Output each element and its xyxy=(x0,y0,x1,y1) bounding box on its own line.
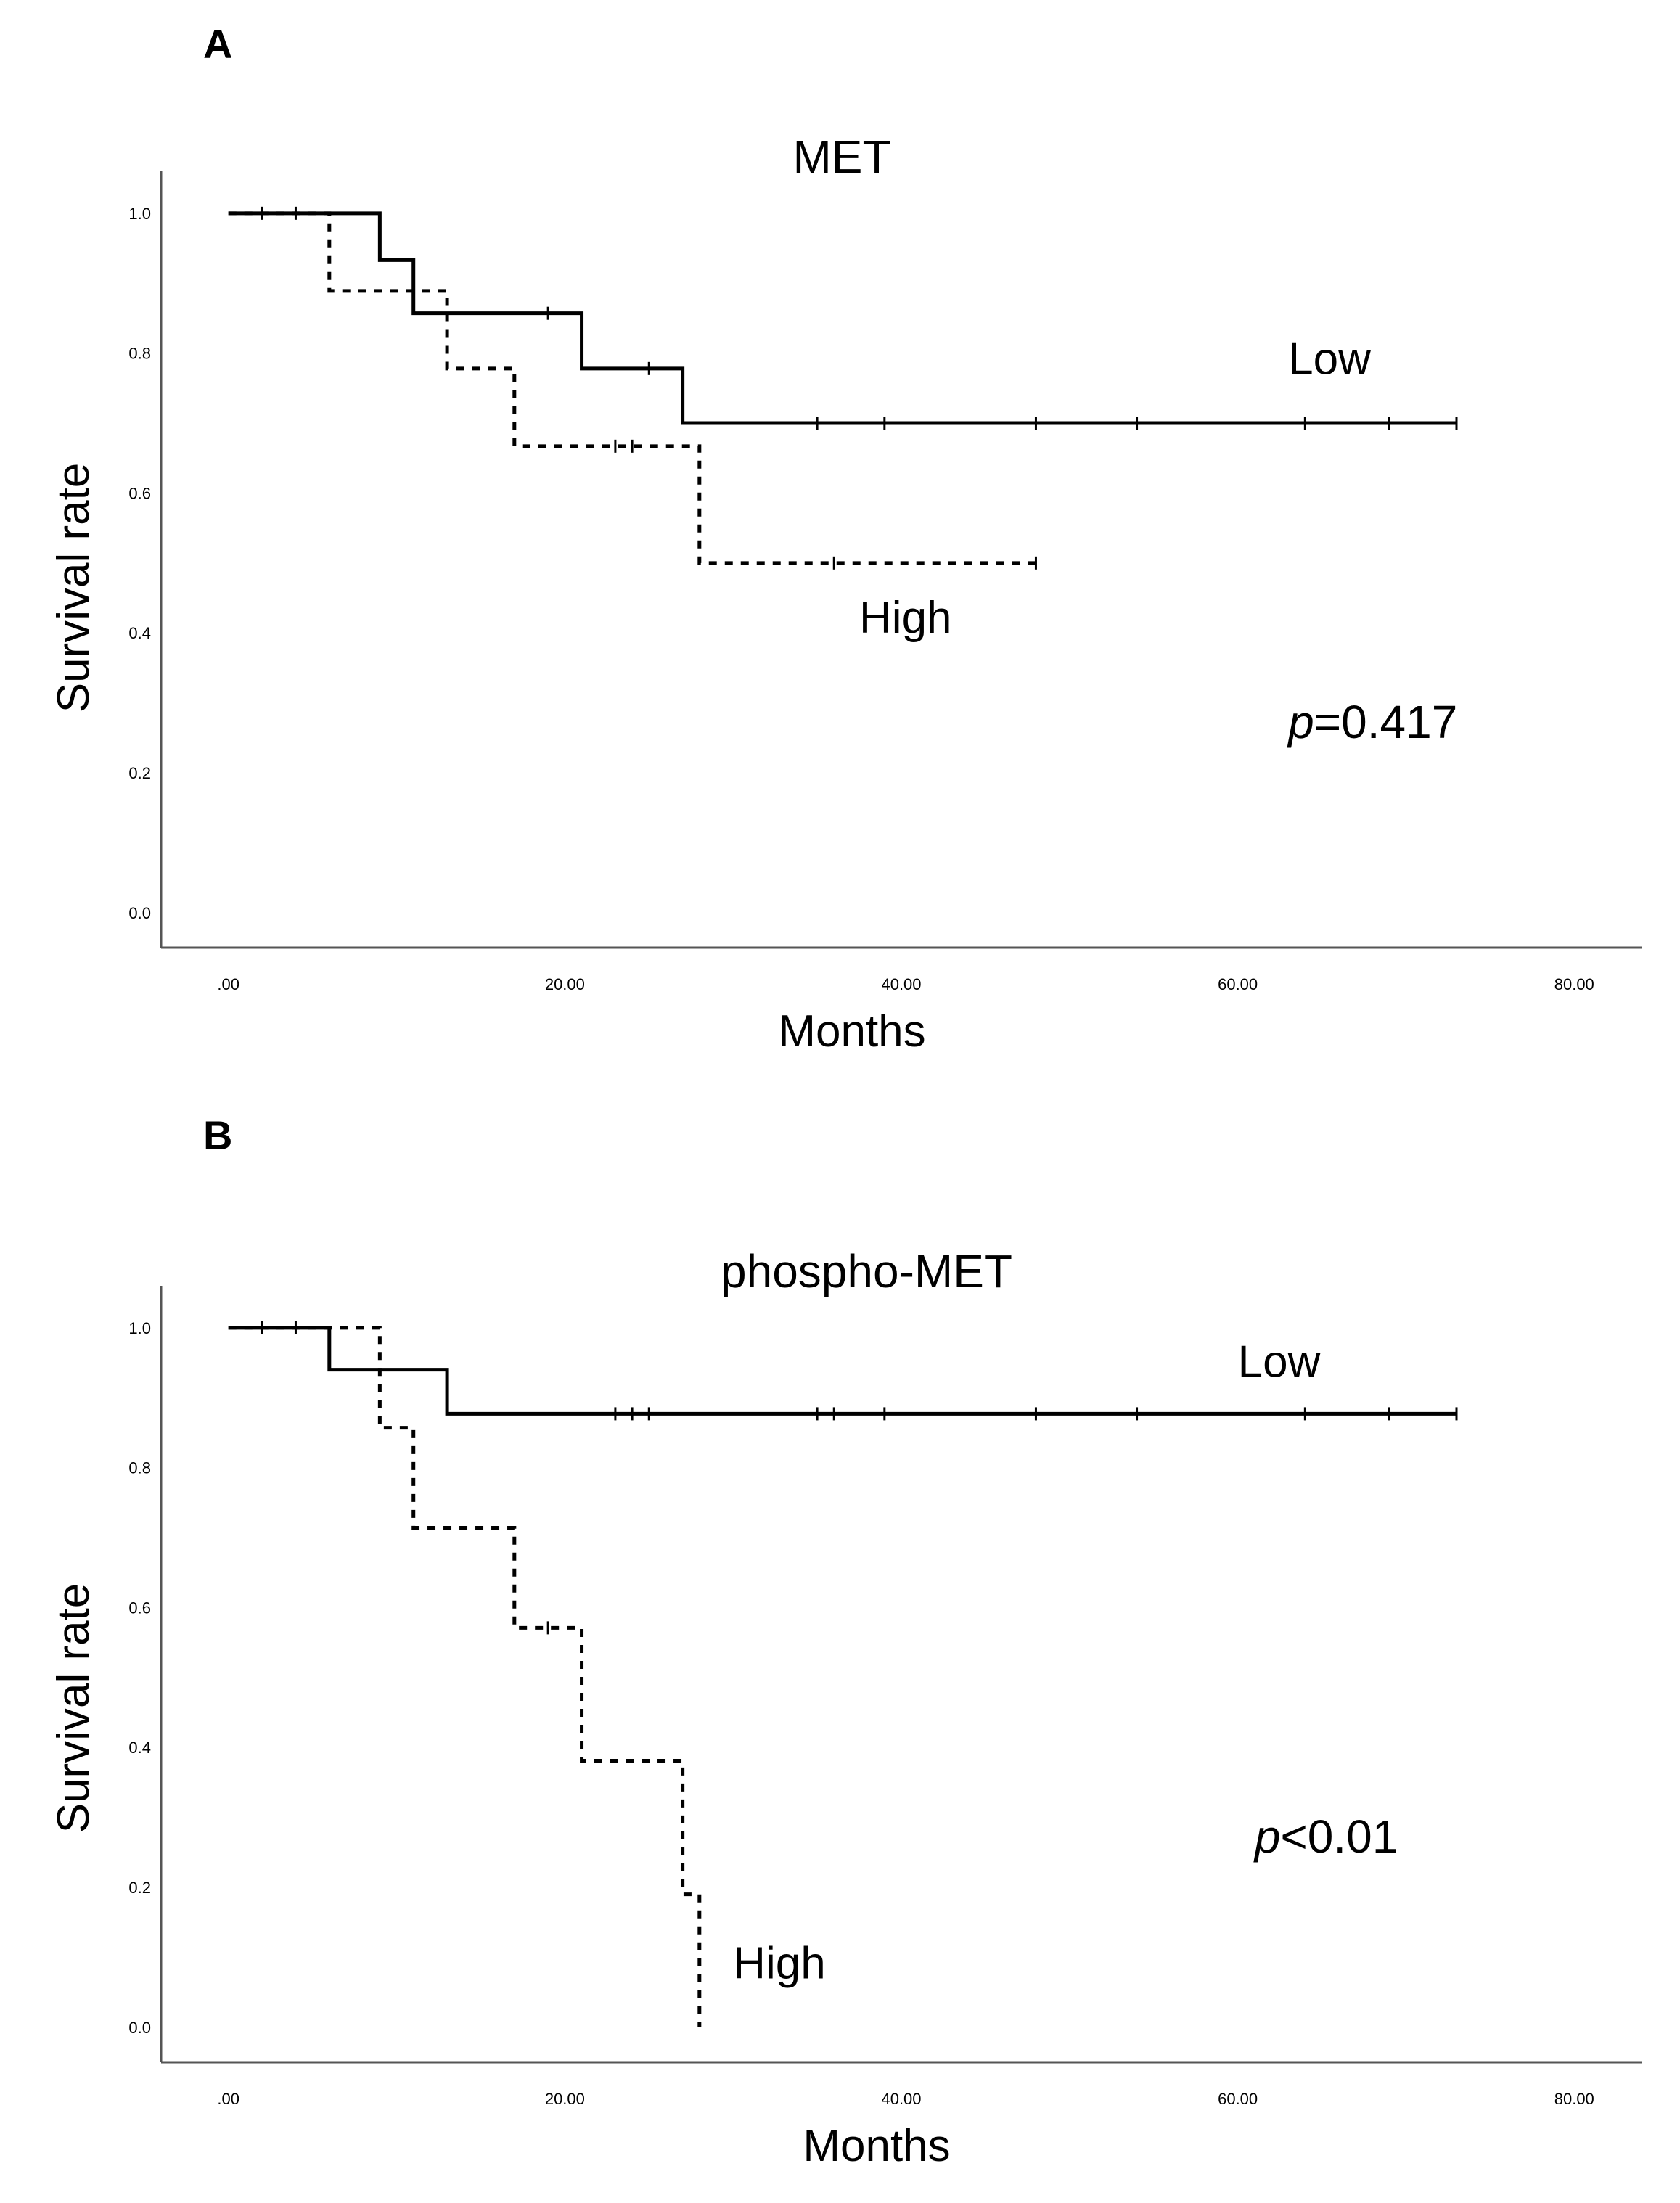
panel-b-ticks: 0.0 0.2 0.4 0.6 0.8 1.0 .00 20.00 40.00 60.00 80.0… xyxy=(128,1286,1642,2108)
panel-a-low-label: Low xyxy=(1288,335,1371,385)
panel-a-title: MET xyxy=(792,131,890,183)
panel-a-y-tick-label: 1.0 xyxy=(128,205,151,223)
panel-a-x-axis-label: Months xyxy=(778,1006,925,1057)
panel-a-p-text: =0.417 xyxy=(1314,696,1458,748)
panel-b-title: phospho-MET xyxy=(721,1245,1012,1297)
panel-b-x-tick-label: 40.00 xyxy=(881,2090,921,2108)
panel-a-high-label: High xyxy=(859,593,952,643)
panel-b-low-label: Low xyxy=(1238,1337,1321,1387)
panel-b-x-tick-label: 20.00 xyxy=(545,2090,585,2108)
panel-a-ticks: 0.0 0.2 0.4 0.6 0.8 1.0 .00 20.00 40.00 60.00 80.0… xyxy=(128,171,1642,993)
panel-b-x-tick-label: .00 xyxy=(217,2090,239,2108)
panel-a: A MET Survival rate Months p=0.417 Low H… xyxy=(49,21,1642,1057)
panel-a-y-axis-label: Survival rate xyxy=(49,463,99,713)
panel-a-x-tick-label: 60.00 xyxy=(1218,975,1258,993)
panel-a-x-tick-label: .00 xyxy=(217,975,239,993)
panel-b-y-axis-label: Survival rate xyxy=(49,1583,99,1834)
panel-b-x-tick-label: 60.00 xyxy=(1218,2090,1258,2108)
panel-b-y-tick-label: 0.2 xyxy=(128,1879,151,1897)
panel-b-p-text: <0.01 xyxy=(1280,1810,1398,1863)
panel-b-y-tick-label: 0.0 xyxy=(128,2019,151,2037)
panel-a-x-tick-label: 80.00 xyxy=(1554,975,1594,993)
panel-b-curves xyxy=(228,1321,1458,2027)
panel-a-letter: A xyxy=(203,21,232,67)
panel-a-x-tick-label: 40.00 xyxy=(881,975,921,993)
panel-a-p-value: p=0.417 xyxy=(1287,696,1457,748)
panel-b-y-tick-label: 1.0 xyxy=(128,1319,151,1337)
panel-a-y-tick-label: 0.6 xyxy=(128,484,151,502)
panel-b: B phospho-MET Survival rate Months p<0.0… xyxy=(49,1112,1642,2171)
panel-a-curves xyxy=(228,206,1458,570)
panel-b-p-italic: p xyxy=(1253,1810,1281,1863)
panel-b-y-tick-label: 0.6 xyxy=(128,1599,151,1617)
panel-a-x-tick-label: 20.00 xyxy=(545,975,585,993)
panel-a-y-tick-label: 0.2 xyxy=(128,764,151,782)
panel-b-high-label: High xyxy=(733,1938,826,1988)
panel-b-y-tick-label: 0.4 xyxy=(128,1739,151,1757)
panel-b-high-curve xyxy=(228,1326,702,2027)
panel-b-x-tick-label: 80.00 xyxy=(1554,2090,1594,2108)
panel-b-letter: B xyxy=(203,1112,232,1158)
panel-b-x-axis-label: Months xyxy=(803,2121,950,2171)
panel-b-p-value: p<0.01 xyxy=(1253,1810,1398,1863)
panel-a-high-curve xyxy=(228,211,1036,565)
panel-a-y-tick-label: 0.0 xyxy=(128,904,151,922)
panel-a-low-curve xyxy=(228,211,1456,425)
panel-b-y-tick-label: 0.8 xyxy=(128,1459,151,1477)
panel-a-y-tick-label: 0.4 xyxy=(128,624,151,642)
panel-a-p-italic: p xyxy=(1287,696,1314,748)
panel-a-y-tick-label: 0.8 xyxy=(128,345,151,363)
